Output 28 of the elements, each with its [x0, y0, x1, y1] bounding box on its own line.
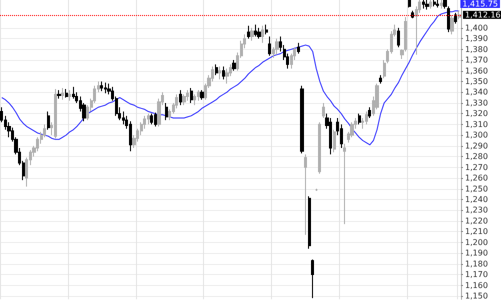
y-tick-label: 1,320 — [465, 109, 488, 118]
y-tick-label: 1,340 — [465, 88, 488, 97]
y-tick-label: 1,360 — [465, 66, 488, 76]
y-tick-label: 1,300 — [465, 130, 488, 140]
y-tick-label: 1,190 — [465, 248, 488, 258]
y-tick-label: 1,280 — [465, 152, 488, 162]
y-tick-label: 1,250 — [465, 184, 488, 194]
y-tick-label: 1,210 — [465, 227, 488, 236]
y-tick-label: 1,350 — [465, 77, 488, 86]
y-tick-label: 1,270 — [465, 162, 488, 172]
y-tick-label: 1,200 — [465, 238, 488, 247]
y-tick-label: 1,150 — [465, 292, 488, 300]
y-tick-label: 1,260 — [465, 174, 488, 183]
y-tick-label: 1,370 — [465, 56, 488, 65]
y-tick-label: 1,170 — [465, 270, 488, 280]
y-tick-label: 1,310 — [465, 120, 488, 129]
y-tick-label: 1,330 — [465, 98, 488, 108]
y-tick-label: 1,380 — [465, 44, 488, 54]
y-tick-label: 1,400 — [465, 23, 488, 32]
y-tick-label: 1,230 — [465, 206, 488, 215]
y-tick-label: 1,180 — [465, 259, 488, 268]
y-tick-label: 1,160 — [465, 280, 488, 290]
ref-line-label: 1,412.16 — [465, 10, 501, 20]
text: 1,415.75 — [462, 0, 498, 8]
y-tick-label: 1,240 — [465, 194, 488, 204]
y-tick-label: 1,290 — [465, 141, 488, 150]
y-tick-label: 1,220 — [465, 216, 488, 226]
y-tick-label: 1,390 — [465, 34, 488, 44]
